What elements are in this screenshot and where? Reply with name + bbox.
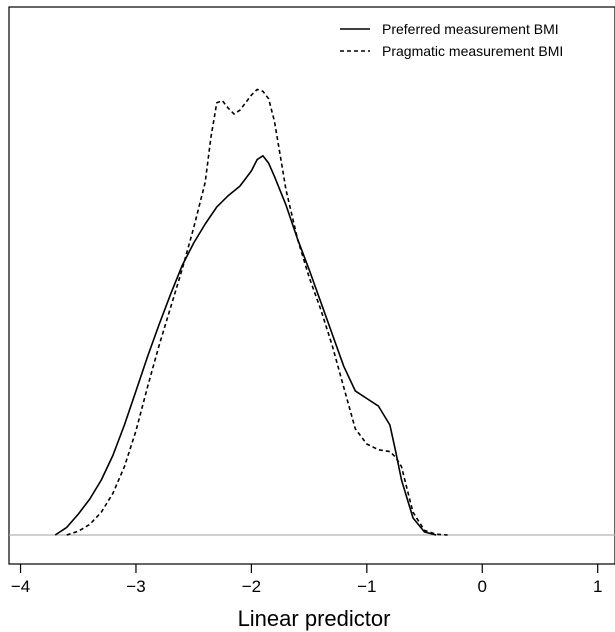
x-tick-label: 0 bbox=[478, 577, 487, 596]
legend-label-pragmatic: Pragmatic measurement BMI bbox=[382, 43, 563, 59]
x-axis: −4 −3 −2 −1 0 1 bbox=[11, 564, 602, 596]
series-line-pragmatic bbox=[66, 88, 448, 536]
legend-label-preferred: Preferred measurement BMI bbox=[382, 21, 559, 37]
x-tick-label: −1 bbox=[357, 577, 376, 596]
x-tick-label: 1 bbox=[593, 577, 602, 596]
series-line-preferred bbox=[54, 155, 437, 536]
legend: Preferred measurement BMI Pragmatic meas… bbox=[340, 21, 563, 59]
x-tick-label: −4 bbox=[11, 577, 30, 596]
x-axis-title: Linear predictor bbox=[238, 606, 391, 631]
plot-frame bbox=[8, 6, 615, 565]
series-layer bbox=[54, 88, 448, 536]
x-tick-label: −2 bbox=[242, 577, 261, 596]
x-tick-label: −3 bbox=[126, 577, 145, 596]
